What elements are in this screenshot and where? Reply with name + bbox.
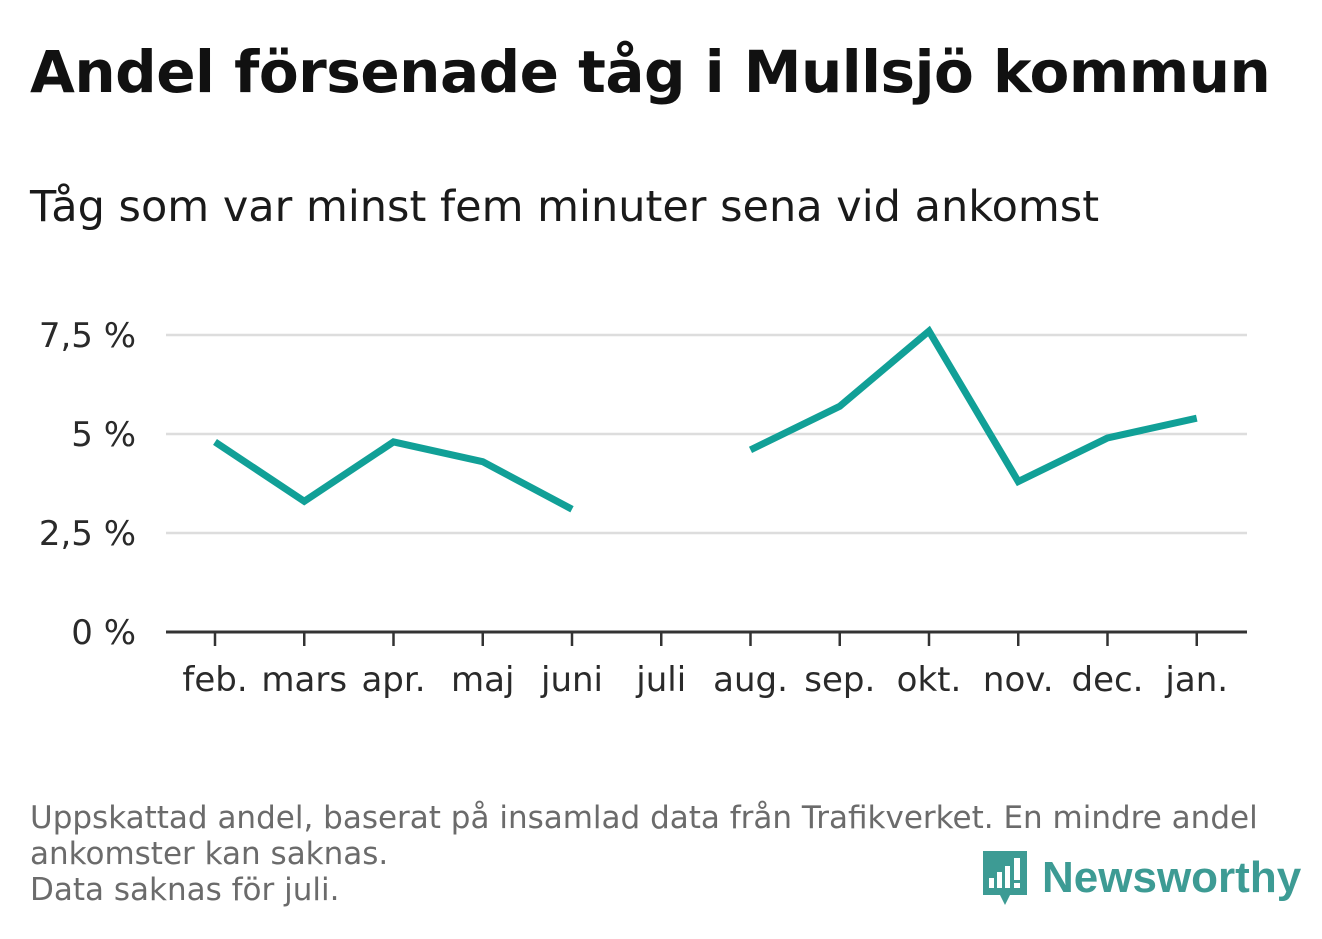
series-line-segment [213,438,574,513]
chart-subtitle: Tåg som var minst fem minuter sena vid a… [30,182,1100,232]
x-axis [166,630,1247,646]
series-lines [213,325,1198,513]
y-tick-labels: 0 % 2,5 % 5 % 7,5 % [39,316,136,653]
y-tick-label: 0 % [71,613,136,653]
y-tick-label: 5 % [71,415,136,455]
x-tick-label: sep. [804,660,875,700]
x-tick-label: juni [540,660,603,700]
x-tick-label: jan. [1164,660,1228,700]
footnote: Uppskattad andel, baserat på insamlad da… [30,800,1280,908]
x-tick-label: okt. [897,660,962,700]
footnote-line-2: ankomster kan saknas. [30,836,389,872]
x-tick-labels: feb. mars apr. maj juni juli aug. sep. okt. nov. d… [182,660,1228,700]
brand-name: Newsworthy [1042,853,1302,902]
grid-lines [166,333,1247,535]
x-tick-label: juli [635,660,686,700]
chart-title: Andel försenade tåg i Mullsjö kommun [30,38,1271,106]
x-tick-label: apr. [361,660,425,700]
x-tick-label: mars [261,660,347,700]
y-tick-label: 7,5 % [39,316,136,356]
brand-logo: Newsworthy [980,848,1301,908]
x-tick-label: nov. [983,660,1054,700]
footnote-line-1: Uppskattad andel, baserat på insamlad da… [30,800,1258,836]
x-tick-label: aug. [713,660,788,700]
footnote-line-3: Data saknas för juli. [30,872,340,908]
x-tick-label: feb. [182,660,247,700]
x-tick-label: maj [451,660,514,700]
line-chart: 0 % 2,5 % 5 % 7,5 % feb. mars apr. maj juni juli… [39,316,1247,700]
newsworthy-logo-icon [983,851,1027,905]
x-tick-label: dec. [1071,660,1143,700]
y-tick-label: 2,5 % [39,514,136,554]
series-line-segment [748,325,1198,487]
